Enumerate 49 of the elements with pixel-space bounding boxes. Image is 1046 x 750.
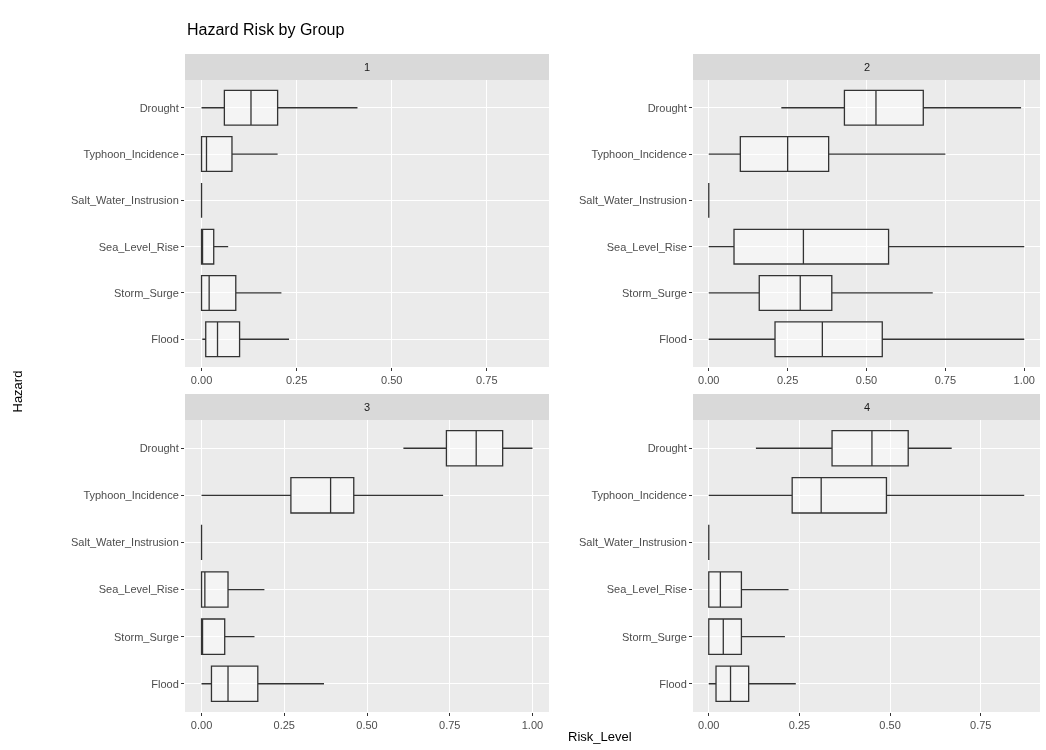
y-tick-label: Sea_Level_Rise xyxy=(98,240,179,253)
y-tick-label: Sea_Level_Rise xyxy=(606,240,687,253)
x-tick-label: 0.50 xyxy=(855,374,878,387)
y-tick-label: Typhoon_Incidence xyxy=(83,489,179,502)
y-tick-label: Drought xyxy=(139,442,179,455)
y-tick-label: Drought xyxy=(647,442,687,455)
x-tick-label: 0.25 xyxy=(776,374,799,387)
x-tick-label: 0.25 xyxy=(273,719,295,732)
chart-subtitle: 1 xyxy=(364,61,371,73)
y-tick-label: Sea_Level_Rise xyxy=(98,583,179,596)
x-tick-label: 0.25 xyxy=(788,719,811,732)
x-tick-label: 1.00 xyxy=(521,719,544,732)
x-tick-label: 0.50 xyxy=(381,374,403,387)
chart-subtitle: 2 xyxy=(864,61,871,73)
y-axis-title: Hazard xyxy=(9,370,25,413)
y-tick-label: Drought xyxy=(647,101,687,114)
y-tick-label: Flood xyxy=(151,333,179,346)
x-tick-label: 0.75 xyxy=(439,719,461,732)
chart-subtitle: 3 xyxy=(364,401,371,413)
y-tick-label: Typhoon_Incidence xyxy=(591,147,687,160)
y-tick-label: Flood xyxy=(659,333,687,346)
x-tick-label: 0.00 xyxy=(190,374,213,387)
x-tick-label: 0.50 xyxy=(879,719,901,732)
x-tick-label: 0.75 xyxy=(476,374,498,387)
x-tick-label: 0.50 xyxy=(356,719,378,732)
chart-subtitle: 4 xyxy=(864,401,871,413)
x-axis-title: Risk_Level xyxy=(568,729,632,744)
y-tick-label: Typhoon_Incidence xyxy=(591,489,687,502)
y-tick-label: Storm_Surge xyxy=(621,286,687,299)
y-tick-label: Flood xyxy=(151,677,179,690)
y-tick-label: Sea_Level_Rise xyxy=(606,583,687,596)
y-tick-label: Salt_Water_Instrusion xyxy=(578,536,687,549)
x-tick-label: 0.25 xyxy=(285,374,308,387)
y-tick-label: Typhoon_Incidence xyxy=(83,147,179,160)
y-tick-label: Salt_Water_Instrusion xyxy=(70,536,179,549)
y-tick-label: Storm_Surge xyxy=(113,286,179,299)
x-tick-label: 0.75 xyxy=(934,374,957,387)
chart-title: Hazard Risk by Group xyxy=(187,21,345,38)
x-tick-label: 0.00 xyxy=(698,374,720,387)
x-tick-label: 0.00 xyxy=(190,719,213,732)
x-tick-label: 0.00 xyxy=(698,719,720,732)
y-tick-label: Salt_Water_Instrusion xyxy=(578,194,687,207)
y-tick-label: Flood xyxy=(659,677,687,690)
y-tick-label: Storm_Surge xyxy=(621,630,687,643)
x-tick-label: 0.75 xyxy=(970,719,992,732)
x-tick-label: 1.00 xyxy=(1013,374,1035,387)
y-tick-label: Drought xyxy=(139,101,179,114)
y-tick-label: Storm_Surge xyxy=(113,630,179,643)
y-tick-label: Salt_Water_Instrusion xyxy=(70,194,179,207)
